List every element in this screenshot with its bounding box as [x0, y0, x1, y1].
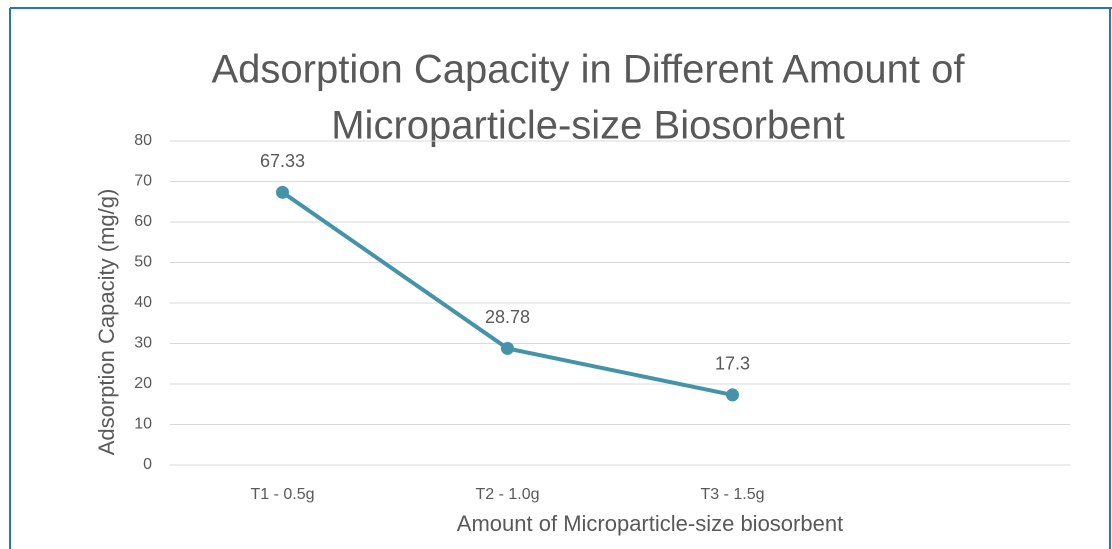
x-tick-label: T2 - 1.0g — [475, 486, 539, 503]
y-tick-label: 60 — [134, 213, 152, 230]
x-axis-label: Amount of Microparticle-size biosorbent — [457, 511, 843, 536]
marker — [276, 185, 289, 199]
y-tick-label: 50 — [134, 254, 152, 271]
y-tick-label: 70 — [134, 173, 152, 190]
data-label: 67.33 — [260, 151, 305, 171]
x-tick-label: T3 - 1.5g — [700, 486, 764, 503]
data-label: 17.3 — [715, 354, 750, 374]
chart-title: Adsorption Capacity in Different Amount … — [211, 48, 965, 92]
y-tick-label: 20 — [134, 375, 152, 392]
marker — [501, 341, 514, 355]
x-tick-label: T1 - 0.5g — [250, 486, 314, 503]
y-tick-label: 80 — [134, 132, 152, 149]
y-tick-label: 10 — [134, 416, 152, 433]
data-label: 28.78 — [485, 307, 530, 327]
y-tick-label: 40 — [134, 294, 152, 311]
y-tick-label: 30 — [134, 335, 152, 352]
marker — [726, 388, 739, 402]
chart-title: Microparticle-size Biosorbent — [331, 104, 845, 148]
y-axis-label: Adsorption Capacity (mg/g) — [94, 189, 119, 456]
y-tick-label: 0 — [143, 456, 152, 473]
